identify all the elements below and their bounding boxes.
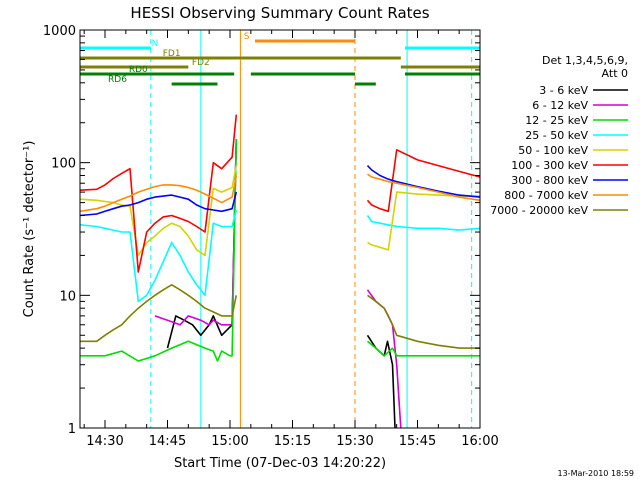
legend-header-1: Att 0 bbox=[602, 67, 628, 80]
legend-label-5: 100 - 300 keV bbox=[511, 159, 588, 172]
series-line-6 bbox=[79, 165, 481, 217]
y-tick-label-0: 1 bbox=[68, 422, 76, 437]
series-lines bbox=[79, 114, 481, 429]
legend-label-1: 6 - 12 keV bbox=[532, 99, 588, 112]
bar-label-fd2: FD2 bbox=[192, 58, 210, 68]
series-line-0 bbox=[166, 139, 396, 429]
series-line-4 bbox=[79, 165, 480, 257]
plot-frame bbox=[79, 29, 481, 429]
series-line-2 bbox=[80, 139, 480, 362]
chart-title: HESSI Observing Summary Count Rates bbox=[130, 4, 429, 22]
bar-label-n: N bbox=[152, 39, 159, 49]
y-tick-label-3: 1000 bbox=[43, 24, 76, 39]
x-tick-label-4: 15:30 bbox=[336, 434, 373, 449]
x-tick-label-3: 15:15 bbox=[274, 434, 311, 449]
series-line-7 bbox=[79, 173, 481, 213]
legend-label-2: 12 - 25 keV bbox=[525, 114, 588, 127]
series-line-1 bbox=[154, 139, 402, 429]
x-tick-label-5: 15:45 bbox=[399, 434, 436, 449]
observation-markers bbox=[79, 30, 473, 428]
x-tick-label-2: 15:00 bbox=[211, 434, 248, 449]
bar-label-rd6: RD6 bbox=[108, 75, 127, 85]
y-tick-label-2: 100 bbox=[51, 157, 76, 172]
legend-label-3: 25 - 50 keV bbox=[525, 129, 588, 142]
y-axis-label: Count Rate (s⁻¹ detector⁻¹) bbox=[22, 141, 37, 318]
y-tick-label-1: 10 bbox=[59, 289, 76, 304]
series-line-3 bbox=[79, 209, 481, 303]
series-line-5 bbox=[79, 114, 481, 273]
series-line-8 bbox=[80, 284, 480, 349]
x-tick-label-0: 14:30 bbox=[86, 434, 123, 449]
bar-label-fd1: FD1 bbox=[163, 49, 181, 59]
legend-label-7: 800 - 7000 keV bbox=[504, 189, 588, 202]
x-tick-label-6: 16:00 bbox=[461, 434, 498, 449]
legend-label-4: 50 - 100 keV bbox=[518, 144, 588, 157]
footer-timestamp: 13-Mar-2010 18:59 bbox=[558, 469, 635, 478]
legend-label-0: 3 - 6 keV bbox=[539, 84, 588, 97]
legend-label-8: 7000 - 20000 keV bbox=[490, 204, 588, 217]
bar-label-rd0: RD0 bbox=[129, 65, 148, 75]
x-axis-label: Start Time (07-Dec-03 14:20:22) bbox=[174, 456, 386, 471]
legend: Det 1,3,4,5,6,9,Att 0 3 - 6 keV 6 - 12 keV… bbox=[490, 54, 628, 217]
bar-label-s: S bbox=[244, 32, 250, 42]
axis-ticks: 14:30 14:45 15:00 15:15 15:30 15:45 16:00 1 10 10… bbox=[43, 24, 499, 449]
x-tick-label-1: 14:45 bbox=[149, 434, 186, 449]
legend-header-0: Det 1,3,4,5,6,9, bbox=[542, 54, 628, 67]
legend-label-6: 300 - 800 keV bbox=[511, 174, 588, 187]
